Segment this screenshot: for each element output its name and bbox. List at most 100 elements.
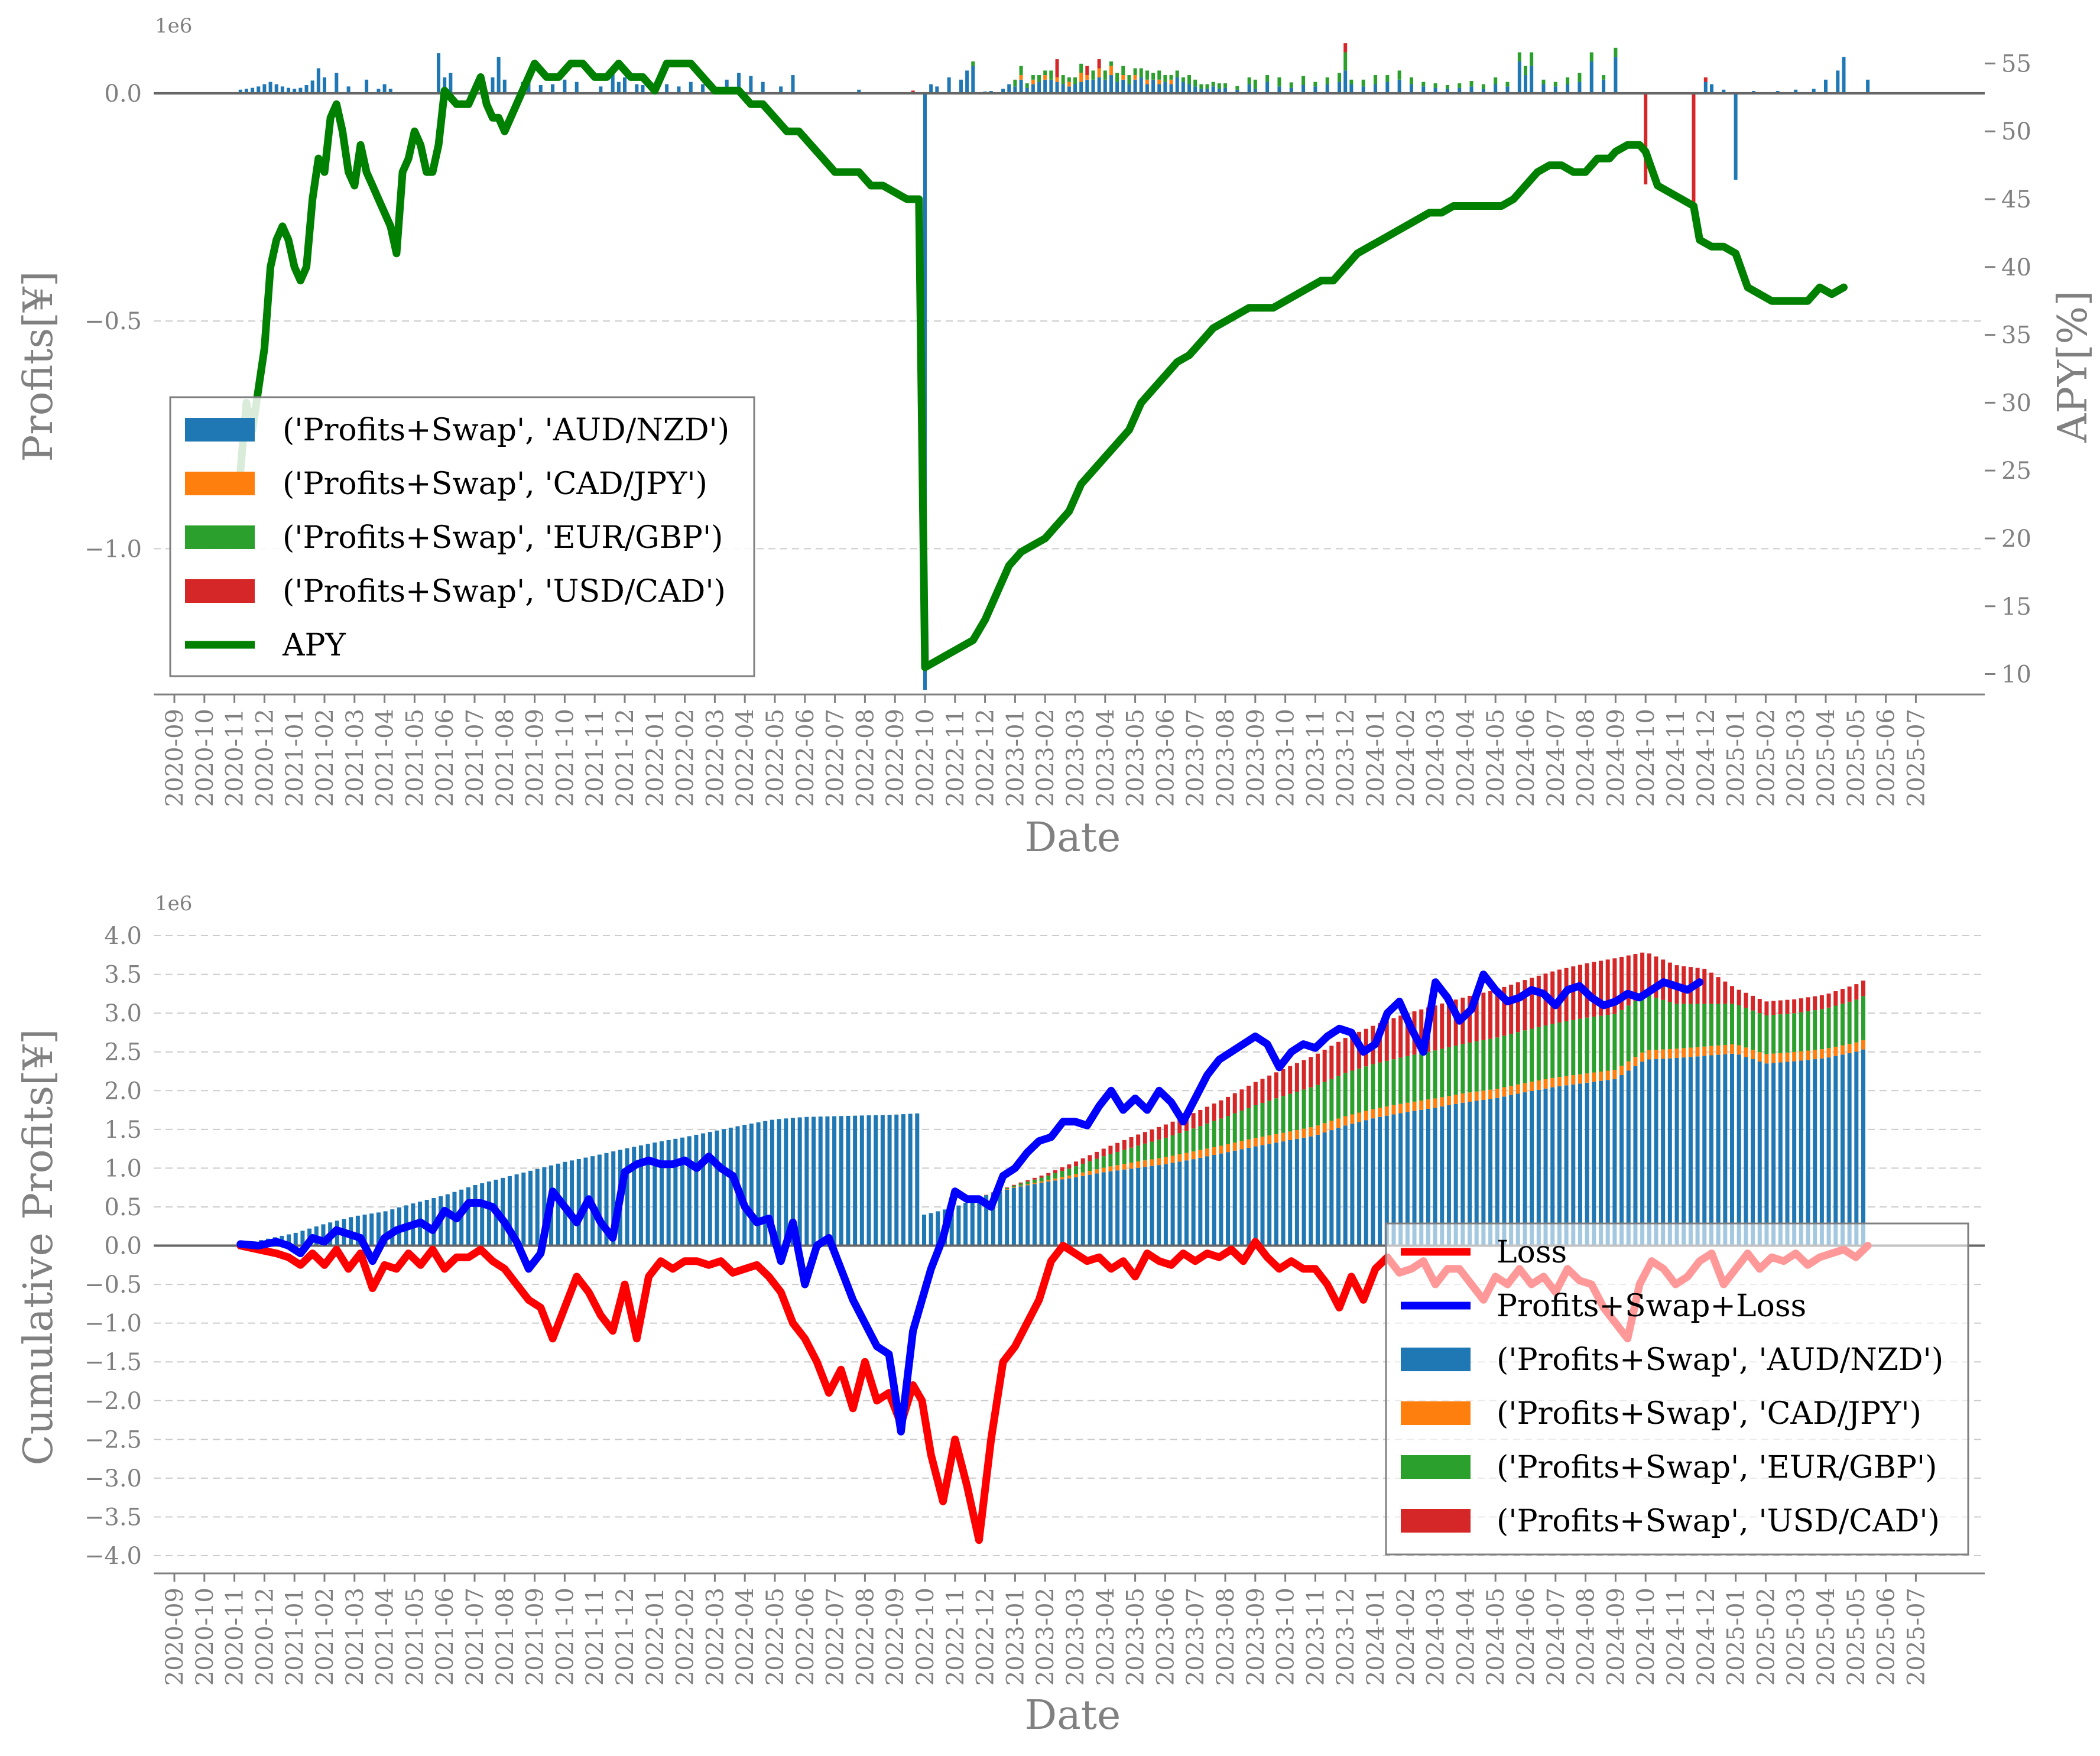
x-tick-label: 2020-11: [222, 709, 249, 807]
cumulative-bar-eur-gbp: [1723, 1004, 1728, 1045]
x-tick-label: 2024-05: [1482, 1588, 1510, 1686]
cumulative-bar-cad-jpy: [1419, 1101, 1424, 1110]
cumulative-bar-eur-gbp: [1364, 1066, 1368, 1111]
profit-bar-aud-nzd: [959, 79, 963, 93]
cumulative-bar-aud-nzd: [1191, 1159, 1196, 1246]
cumulative-bar-aud-nzd: [956, 1205, 961, 1246]
profit-bar-aud-nzd: [1338, 82, 1342, 93]
cumulative-bar-aud-nzd: [466, 1187, 470, 1246]
cumulative-bar-usd-cad: [1847, 986, 1852, 1002]
cumulative-bar-aud-nzd: [680, 1137, 685, 1246]
cumulative-bar-eur-gbp: [1495, 1037, 1499, 1089]
cumulative-bar-eur-gbp: [1612, 1014, 1617, 1070]
cumulative-bar-usd-cad: [1612, 958, 1617, 1014]
cumulative-bar-usd-cad: [1088, 1155, 1092, 1161]
cumulative-bar-aud-nzd: [1205, 1156, 1210, 1246]
x-tick-label: 2025-05: [1843, 1588, 1870, 1686]
x-tick-label: 2023-10: [1273, 709, 1300, 807]
cumulative-bar-aud-nzd: [473, 1184, 478, 1246]
profit-bar-eur-gbp: [1169, 75, 1173, 80]
cumulative-bar-aud-nzd: [991, 1193, 995, 1246]
profit-bar-aud-nzd: [635, 84, 639, 93]
profit-bar-usd-cad: [1085, 66, 1089, 76]
cumulative-bar-cad-jpy: [1619, 1066, 1624, 1076]
cumulative-bar-cad-jpy: [1509, 1086, 1514, 1095]
cumulative-bar-eur-gbp: [1060, 1171, 1064, 1177]
legend-entry: ('Profits+Swap', 'CAD/JPY'): [1497, 1396, 1922, 1432]
x-tick-label: 2024-08: [1573, 709, 1600, 807]
cumulative-bar-aud-nzd: [1481, 1099, 1486, 1246]
cumulative-bar-aud-nzd: [1667, 1058, 1672, 1246]
profit-bar-eur-gbp: [1433, 83, 1437, 88]
cumulative-bar-eur-gbp: [1253, 1105, 1258, 1138]
profit-bar-aud-nzd: [1445, 89, 1449, 93]
cumulative-bar-aud-nzd: [1247, 1147, 1251, 1246]
legend-swatch: [185, 418, 255, 442]
profit-bar-cad-jpy: [1043, 75, 1047, 80]
profit-bar-aud-nzd: [1703, 82, 1708, 93]
profit-bar-eur-gbp: [1313, 82, 1317, 87]
y-tick-label: 3.5: [104, 962, 142, 989]
y-tick-label: −1.5: [85, 1349, 142, 1376]
cumulative-bar-aud-nzd: [300, 1231, 305, 1246]
y2-tick-label: 15: [2001, 593, 2031, 621]
cumulative-bar-usd-cad: [1605, 959, 1610, 1015]
cumulative-bar-aud-nzd: [1412, 1111, 1417, 1246]
profit-bar-aud-nzd: [1602, 79, 1606, 93]
cumulative-bar-usd-cad: [1170, 1121, 1175, 1135]
cumulative-bar-eur-gbp: [1661, 999, 1666, 1050]
profit-bar-aud-nzd: [293, 89, 297, 93]
cumulative-bar-usd-cad: [1502, 986, 1507, 1036]
cumulative-bar-eur-gbp: [1405, 1056, 1410, 1103]
cumulative-bar-usd-cad: [1005, 1187, 1010, 1188]
x-tick-label: 2025-02: [1752, 709, 1780, 807]
profit-bar-eur-gbp: [1338, 73, 1342, 82]
cumulative-bar-cad-jpy: [1267, 1135, 1272, 1144]
cumulative-bar-aud-nzd: [287, 1234, 291, 1246]
profit-bar-aud-nzd: [551, 84, 555, 93]
profit-bar-eur-gbp: [1133, 68, 1137, 76]
x-tick-label: 2021-01: [281, 1588, 309, 1686]
cumulative-bar-usd-cad: [1819, 995, 1824, 1010]
profit-bar-aud-nzd: [665, 84, 669, 93]
profit-bar-eur-gbp: [1385, 75, 1390, 82]
legend-swatch: [1401, 1401, 1471, 1425]
profit-bar-eur-gbp: [1139, 68, 1143, 77]
cumulative-bar-usd-cad: [1046, 1173, 1051, 1176]
cumulative-bar-aud-nzd: [1785, 1062, 1790, 1246]
x-tick-label: 2023-06: [1152, 1588, 1179, 1686]
cumulative-bar-aud-nzd: [915, 1113, 920, 1246]
cumulative-bar-cad-jpy: [1433, 1098, 1437, 1108]
cumulative-bar-aud-nzd: [480, 1183, 485, 1246]
cumulative-bar-aud-nzd: [804, 1116, 809, 1246]
cumulative-bar-aud-nzd: [1384, 1115, 1389, 1246]
cumulative-bar-cad-jpy: [1530, 1082, 1534, 1091]
cumulative-bar-eur-gbp: [1129, 1147, 1134, 1163]
cumulative-bar-cad-jpy: [1757, 1052, 1762, 1062]
cumulative-bar-eur-gbp: [1157, 1140, 1161, 1158]
x-tick-label: 2021-01: [281, 709, 309, 807]
cumulative-bar-aud-nzd: [1751, 1059, 1755, 1246]
x-tick-label: 2022-04: [732, 709, 759, 807]
cumulative-bar-eur-gbp: [1288, 1093, 1293, 1132]
cumulative-bar-usd-cad: [1833, 991, 1838, 1006]
legend-entry: ('Profits+Swap', 'AUD/NZD'): [1497, 1342, 1943, 1378]
cumulative-bar-cad-jpy: [1343, 1116, 1348, 1126]
cumulative-bar-cad-jpy: [1074, 1174, 1079, 1177]
profit-bar-aud-nzd: [1121, 79, 1125, 93]
legend-entry: ('Profits+Swap', 'CAD/JPY'): [283, 466, 707, 502]
x-tick-label: 2022-05: [762, 1588, 789, 1686]
cumulative-bar-cad-jpy: [1799, 1051, 1803, 1061]
profit-bar-aud-nzd: [502, 79, 507, 93]
cumulative-bar-aud-nzd: [1585, 1082, 1589, 1246]
x-tick-label: 2021-10: [551, 1588, 579, 1686]
cumulative-bar-cad-jpy: [1833, 1046, 1838, 1056]
cumulative-bar-usd-cad: [1191, 1113, 1196, 1129]
cumulative-bar-aud-nzd: [1067, 1178, 1072, 1246]
cumulative-bar-aud-nzd: [632, 1147, 637, 1246]
cumulative-bar-eur-gbp: [1025, 1182, 1030, 1184]
cumulative-bar-usd-cad: [1778, 1000, 1783, 1015]
cumulative-bar-usd-cad: [1253, 1082, 1258, 1105]
cumulative-bar-usd-cad: [1260, 1079, 1265, 1103]
x-tick-label: 2023-08: [1212, 709, 1239, 807]
